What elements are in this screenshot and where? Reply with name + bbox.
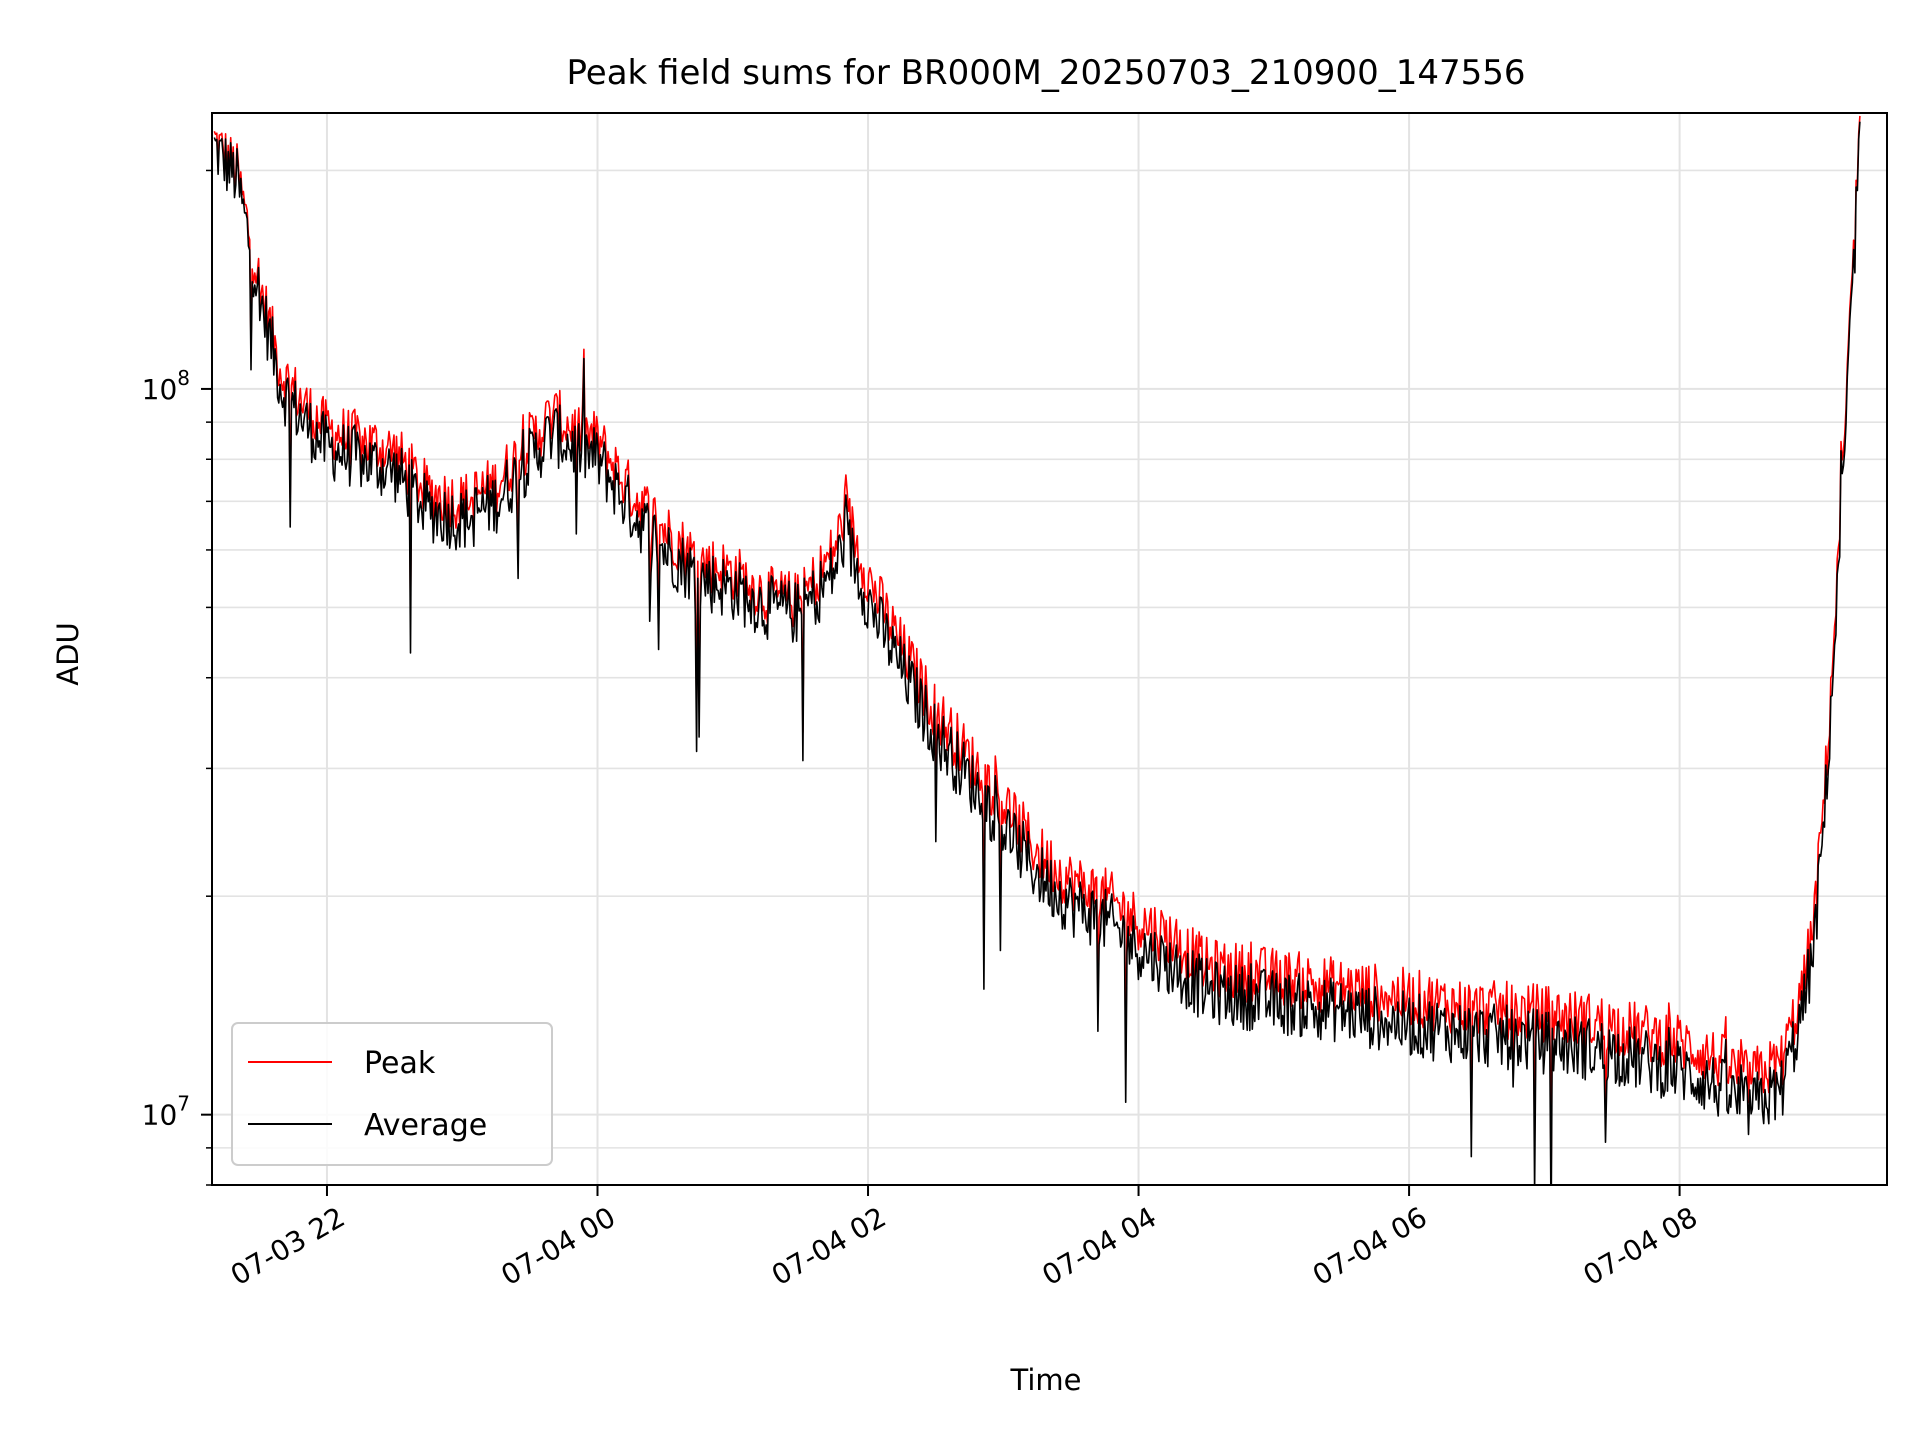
y-tick-label-base: 10 [142,373,178,406]
y-tick-label-base: 10 [142,1099,178,1132]
series-layer [213,115,1861,1185]
y-tick-label-exponent: 8 [177,366,190,390]
y-tick-label-exponent: 7 [177,1092,190,1116]
legend-label-average: Average [364,1108,487,1143]
legend: Peak Average [231,1022,553,1166]
grid [212,113,1887,1186]
y-tick-label: 107 [142,1092,190,1132]
plot-frame [211,112,1888,1186]
legend-box [231,1022,553,1166]
x-axis-label: Time [1010,1363,1082,1397]
y-axis-label: ADU [51,622,85,685]
series-line-average [213,121,1861,1185]
y-tick-label: 108 [142,366,190,406]
chart-title: Peak field sums for BR000M_20250703_2109… [567,53,1526,93]
legend-label-peak: Peak [364,1046,436,1081]
